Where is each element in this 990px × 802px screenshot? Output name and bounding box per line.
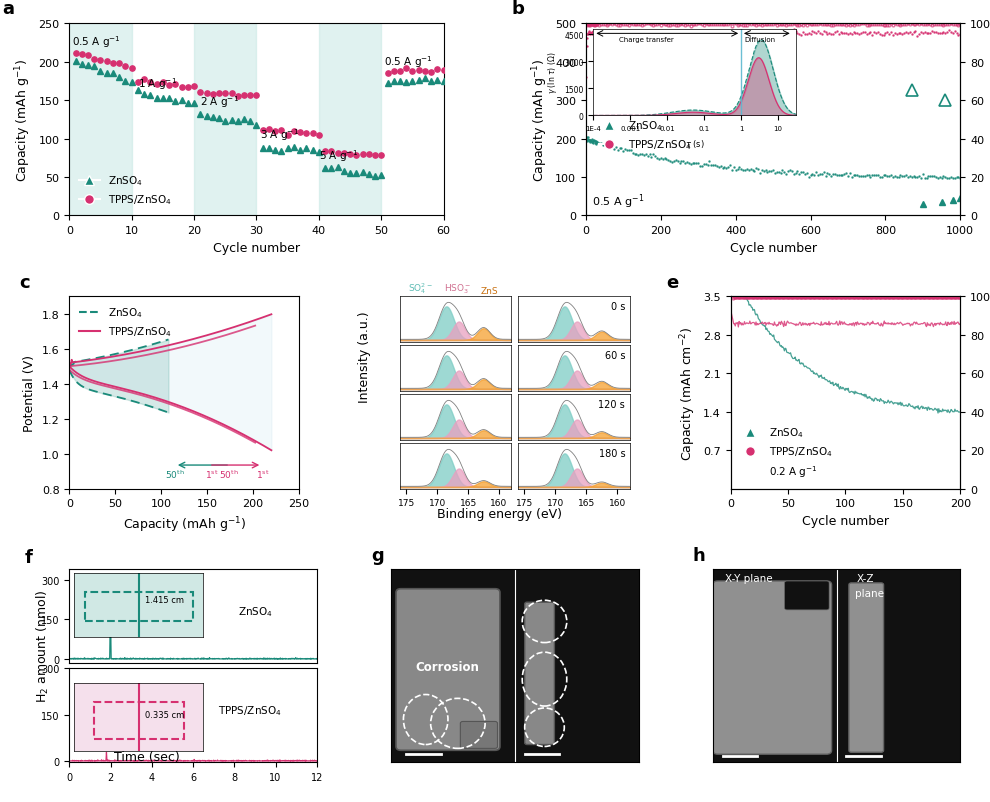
Text: 3 A g$^{-1}$: 3 A g$^{-1}$ bbox=[259, 127, 299, 143]
Text: d: d bbox=[372, 273, 385, 291]
Text: SO$_4^{2-}$: SO$_4^{2-}$ bbox=[408, 281, 433, 296]
X-axis label: Cycle number: Cycle number bbox=[802, 514, 889, 527]
Text: 50$^{\rm th}$: 50$^{\rm th}$ bbox=[164, 468, 184, 480]
X-axis label: Cycle number: Cycle number bbox=[213, 241, 300, 254]
FancyBboxPatch shape bbox=[848, 583, 883, 752]
Text: h: h bbox=[693, 546, 706, 564]
Text: 2 A g$^{-1}$: 2 A g$^{-1}$ bbox=[200, 95, 240, 111]
Text: 1$^{\rm st}$: 1$^{\rm st}$ bbox=[255, 468, 269, 480]
FancyBboxPatch shape bbox=[784, 581, 830, 610]
Legend: ZnSO$_4$, TPPS/ZnSO$_4$, 0.2 A g$^{-1}$: ZnSO$_4$, TPPS/ZnSO$_4$, 0.2 A g$^{-1}$ bbox=[736, 422, 838, 484]
Text: 0 s: 0 s bbox=[611, 302, 625, 312]
Legend: ZnSO$_4$, TPPS/ZnSO$_4$: ZnSO$_4$, TPPS/ZnSO$_4$ bbox=[74, 170, 176, 211]
Text: e: e bbox=[666, 273, 678, 291]
Bar bbox=[69, 24, 132, 217]
Legend: ZnSO$_4$, TPPS/ZnSO$_4$: ZnSO$_4$, TPPS/ZnSO$_4$ bbox=[595, 115, 696, 156]
Y-axis label: Capacity (mAh g$^{-1}$): Capacity (mAh g$^{-1}$) bbox=[530, 59, 549, 182]
Bar bbox=[194, 24, 256, 217]
Text: f: f bbox=[25, 549, 33, 566]
Text: g: g bbox=[371, 546, 384, 564]
FancyBboxPatch shape bbox=[460, 722, 498, 748]
Text: 50$^{\rm th}$: 50$^{\rm th}$ bbox=[219, 468, 239, 480]
Text: X-Z: X-Z bbox=[856, 573, 874, 583]
Text: 1$^{\rm st}$: 1$^{\rm st}$ bbox=[205, 468, 219, 480]
Text: Binding energy (eV): Binding energy (eV) bbox=[438, 508, 562, 520]
Y-axis label: Capacity (mAh cm$^{-2}$): Capacity (mAh cm$^{-2}$) bbox=[678, 326, 698, 460]
Text: 0.5 A g$^{-1}$: 0.5 A g$^{-1}$ bbox=[592, 192, 644, 211]
X-axis label: Capacity (mAh g$^{-1}$): Capacity (mAh g$^{-1}$) bbox=[123, 514, 246, 534]
FancyBboxPatch shape bbox=[396, 589, 500, 751]
Legend: ZnSO$_4$, TPPS/ZnSO$_4$: ZnSO$_4$, TPPS/ZnSO$_4$ bbox=[74, 302, 176, 343]
Text: 60 s: 60 s bbox=[605, 350, 625, 361]
Text: Intensity (a.u.): Intensity (a.u.) bbox=[357, 311, 371, 403]
FancyBboxPatch shape bbox=[713, 581, 832, 754]
FancyBboxPatch shape bbox=[525, 602, 554, 744]
Text: 120 s: 120 s bbox=[598, 399, 625, 410]
Text: Corrosion: Corrosion bbox=[416, 660, 480, 673]
Text: H$_2$ amount (nmol): H$_2$ amount (nmol) bbox=[35, 589, 50, 703]
Text: TPPS/ZnSO$_4$: TPPS/ZnSO$_4$ bbox=[218, 703, 281, 717]
Bar bbox=[319, 24, 381, 217]
Text: a: a bbox=[2, 1, 14, 18]
Text: Time (sec): Time (sec) bbox=[114, 751, 179, 764]
Text: ZnS: ZnS bbox=[480, 287, 498, 296]
Text: c: c bbox=[19, 273, 30, 291]
Text: 5 A g$^{-1}$: 5 A g$^{-1}$ bbox=[319, 148, 358, 164]
Text: HSO$_3^-$: HSO$_3^-$ bbox=[445, 282, 471, 296]
Text: 180 s: 180 s bbox=[599, 448, 625, 459]
Text: 1 A g$^{-1}$: 1 A g$^{-1}$ bbox=[138, 76, 177, 92]
Text: X-Y plane: X-Y plane bbox=[725, 573, 773, 583]
X-axis label: Cycle number: Cycle number bbox=[730, 241, 817, 254]
Text: b: b bbox=[511, 1, 524, 18]
Y-axis label: Capacity (mAh g$^{-1}$): Capacity (mAh g$^{-1}$) bbox=[13, 59, 33, 182]
Text: 0.5 A g$^{-1}$: 0.5 A g$^{-1}$ bbox=[384, 54, 434, 70]
Text: 0.5 A g$^{-1}$: 0.5 A g$^{-1}$ bbox=[72, 34, 121, 51]
Text: plane: plane bbox=[855, 589, 884, 598]
Y-axis label: Potential (V): Potential (V) bbox=[24, 354, 37, 431]
Text: ZnSO$_4$: ZnSO$_4$ bbox=[238, 605, 272, 618]
